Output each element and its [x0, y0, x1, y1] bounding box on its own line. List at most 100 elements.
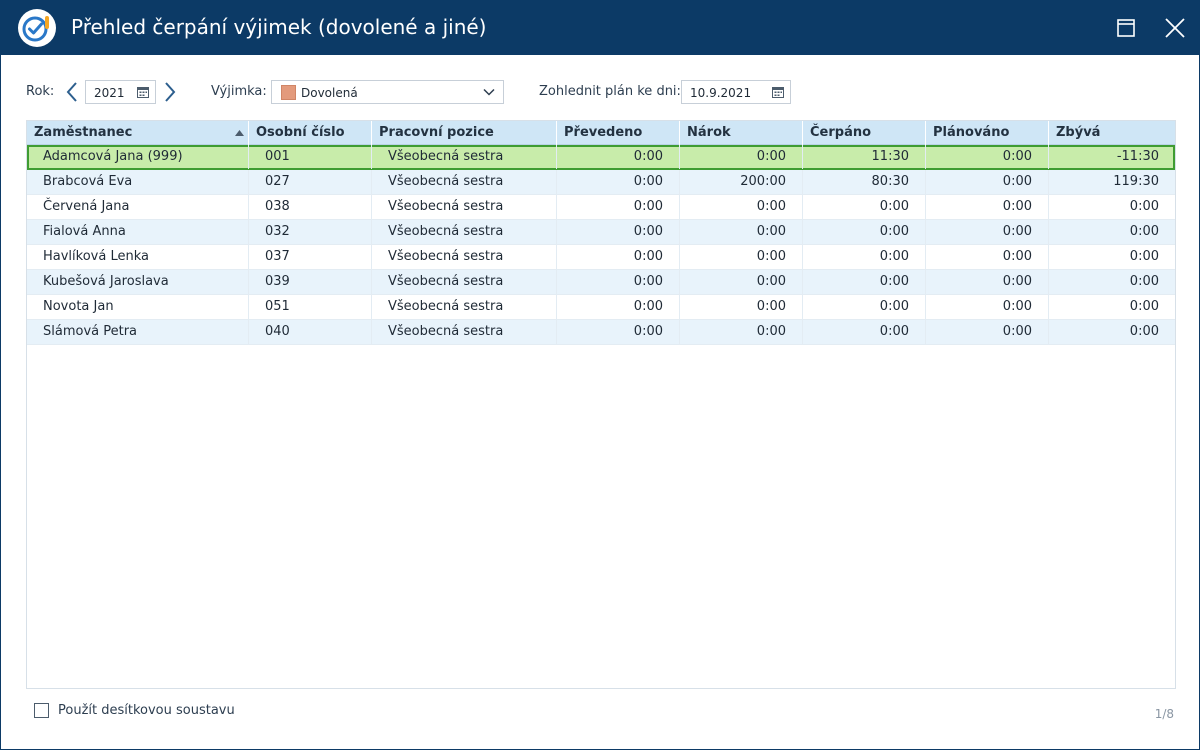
- calendar-icon[interactable]: [772, 86, 784, 98]
- cell-position: Všeobecná sestra: [372, 145, 557, 169]
- table-row[interactable]: Červená Jana 038 Všeobecná sestra 0:00 0:00 0…: [27, 195, 1175, 220]
- cell-transferred: 0:00: [557, 295, 680, 319]
- plan-date-label: Zohlednit plán ke dni:: [539, 84, 681, 99]
- cell-used: 0:00: [803, 270, 926, 294]
- cell-position: Všeobecná sestra: [372, 170, 557, 194]
- cell-transferred: 0:00: [557, 145, 680, 169]
- table-row[interactable]: Brabcová Eva 027 Všeobecná sestra 0:00 200:0…: [27, 170, 1175, 195]
- cell-employee: Kubešová Jaroslava: [27, 270, 249, 294]
- cell-transferred: 0:00: [557, 195, 680, 219]
- cell-planned: 0:00: [926, 220, 1049, 244]
- column-header-planned[interactable]: Plánováno: [926, 121, 1049, 145]
- year-value: 2021: [94, 86, 125, 100]
- column-header-remaining[interactable]: Zbývá: [1056, 125, 1101, 140]
- cell-employee: Brabcová Eva: [27, 170, 249, 194]
- cell-remaining: 0:00: [1129, 249, 1159, 264]
- cell-personal-number: 032: [249, 220, 372, 244]
- previous-year-button[interactable]: [63, 80, 81, 104]
- cell-position: Všeobecná sestra: [372, 245, 557, 269]
- cell-remaining: 0:00: [1129, 199, 1159, 214]
- cell-remaining: -11:30: [1116, 149, 1159, 164]
- exception-color-swatch: [281, 85, 296, 100]
- cell-personal-number: 027: [249, 170, 372, 194]
- decimal-system-label[interactable]: Použít desítkovou soustavu: [58, 703, 235, 718]
- plan-date-field[interactable]: 10.9.2021: [681, 80, 791, 104]
- column-header-position[interactable]: Pracovní pozice: [372, 121, 557, 145]
- chevron-down-icon: [483, 88, 495, 96]
- cell-employee: Adamcová Jana (999): [27, 145, 249, 169]
- table-row[interactable]: Fialová Anna 032 Všeobecná sestra 0:00 0:00 0…: [27, 220, 1175, 245]
- cell-planned: 0:00: [926, 170, 1049, 194]
- year-label: Rok:: [26, 84, 55, 99]
- cell-position: Všeobecná sestra: [372, 220, 557, 244]
- app-logo-icon: [18, 9, 56, 47]
- table-body: Adamcová Jana (999) 001 Všeobecná sestra 0:…: [27, 145, 1175, 345]
- cell-used: 0:00: [803, 195, 926, 219]
- title-bar: Přehled čerpání výjimek (dovolené a jiné…: [0, 0, 1200, 55]
- chevron-right-icon: [165, 82, 176, 102]
- cell-transferred: 0:00: [557, 270, 680, 294]
- cell-planned: 0:00: [926, 270, 1049, 294]
- calendar-icon[interactable]: [137, 86, 149, 98]
- cell-employee: Novota Jan: [27, 295, 249, 319]
- cell-personal-number: 040: [249, 320, 372, 344]
- column-header-employee[interactable]: Zaměstnanec: [27, 121, 249, 145]
- cell-planned: 0:00: [926, 245, 1049, 269]
- column-header-transferred[interactable]: Převedeno: [557, 121, 680, 145]
- cell-position: Všeobecná sestra: [372, 320, 557, 344]
- cell-entitlement: 0:00: [680, 245, 803, 269]
- cell-transferred: 0:00: [557, 220, 680, 244]
- cell-used: 0:00: [803, 295, 926, 319]
- cell-remaining: 0:00: [1129, 274, 1159, 289]
- cell-transferred: 0:00: [557, 170, 680, 194]
- cell-remaining: 0:00: [1129, 224, 1159, 239]
- column-header-used[interactable]: Čerpáno: [803, 121, 926, 145]
- cell-transferred: 0:00: [557, 245, 680, 269]
- next-year-button[interactable]: [161, 80, 179, 104]
- cell-employee: Havlíková Lenka: [27, 245, 249, 269]
- exception-select[interactable]: Dovolená: [271, 80, 504, 104]
- cell-entitlement: 0:00: [680, 270, 803, 294]
- cell-personal-number: 001: [249, 145, 372, 169]
- plan-date-value: 10.9.2021: [690, 86, 752, 100]
- cell-planned: 0:00: [926, 145, 1049, 169]
- cell-planned: 0:00: [926, 195, 1049, 219]
- table-row[interactable]: Kubešová Jaroslava 039 Všeobecná sestra 0:0…: [27, 270, 1175, 295]
- maximize-button[interactable]: [1111, 13, 1141, 43]
- close-icon: [1165, 18, 1185, 38]
- close-button[interactable]: [1160, 13, 1190, 43]
- table-row[interactable]: Slámová Petra 040 Všeobecná sestra 0:00 0:00…: [27, 320, 1175, 345]
- cell-personal-number: 051: [249, 295, 372, 319]
- decimal-system-checkbox[interactable]: [34, 703, 49, 718]
- chevron-left-icon: [66, 82, 77, 102]
- table-row[interactable]: Adamcová Jana (999) 001 Všeobecná sestra 0:…: [27, 145, 1175, 170]
- window-title: Přehled čerpání výjimek (dovolené a jiné…: [71, 15, 487, 39]
- cell-position: Všeobecná sestra: [372, 195, 557, 219]
- cell-position: Všeobecná sestra: [372, 270, 557, 294]
- cell-used: 0:00: [803, 320, 926, 344]
- cell-personal-number: 037: [249, 245, 372, 269]
- cell-used: 80:30: [803, 170, 926, 194]
- cell-employee: Fialová Anna: [27, 220, 249, 244]
- cell-entitlement: 200:00: [680, 170, 803, 194]
- cell-entitlement: 0:00: [680, 145, 803, 169]
- exceptions-table: Zaměstnanec Osobní číslo Pracovní pozice…: [26, 120, 1176, 689]
- column-header-personal-number[interactable]: Osobní číslo: [249, 121, 372, 145]
- cell-remaining: 0:00: [1129, 324, 1159, 339]
- cell-position: Všeobecná sestra: [372, 295, 557, 319]
- cell-transferred: 0:00: [557, 320, 680, 344]
- year-field[interactable]: 2021: [85, 80, 156, 104]
- column-header-entitlement[interactable]: Nárok: [680, 121, 803, 145]
- table-row[interactable]: Havlíková Lenka 037 Všeobecná sestra 0:00 0:…: [27, 245, 1175, 270]
- cell-entitlement: 0:00: [680, 195, 803, 219]
- maximize-icon: [1117, 19, 1135, 37]
- cell-used: 0:00: [803, 220, 926, 244]
- cell-entitlement: 0:00: [680, 320, 803, 344]
- record-counter: 1/8: [1154, 707, 1174, 721]
- table-row[interactable]: Novota Jan 051 Všeobecná sestra 0:00 0:00 0:0…: [27, 295, 1175, 320]
- cell-used: 0:00: [803, 245, 926, 269]
- cell-personal-number: 039: [249, 270, 372, 294]
- cell-remaining: 0:00: [1129, 299, 1159, 314]
- cell-employee: Červená Jana: [27, 195, 249, 219]
- cell-employee: Slámová Petra: [27, 320, 249, 344]
